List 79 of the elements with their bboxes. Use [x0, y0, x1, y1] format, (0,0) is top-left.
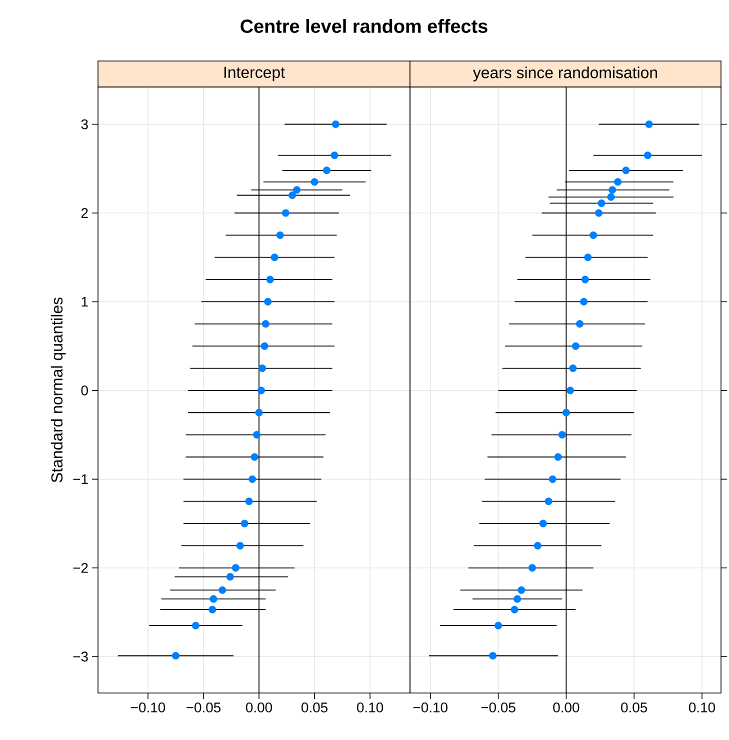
y-tick-label: −3 — [73, 652, 88, 662]
chart-subtitle: Intercept — [224, 66, 285, 82]
point — [554, 453, 562, 461]
point — [262, 320, 270, 328]
point — [292, 186, 301, 194]
point — [240, 520, 248, 528]
point — [210, 595, 218, 603]
point — [208, 606, 216, 614]
x-tick-label: 0.10 — [688, 702, 716, 712]
point — [264, 298, 272, 306]
point — [260, 342, 268, 350]
chart-subtitle: years since randomisation — [472, 66, 658, 82]
x-tick-label: −0.05 — [186, 702, 221, 712]
point — [236, 542, 244, 550]
point — [282, 209, 290, 217]
point — [232, 564, 240, 572]
y-tick-label: 2 — [81, 208, 88, 218]
point — [581, 276, 589, 284]
point — [266, 276, 274, 284]
point — [258, 364, 266, 372]
point — [489, 652, 497, 660]
point — [257, 386, 266, 394]
y-tick-label: −1 — [73, 474, 88, 484]
point — [539, 520, 547, 528]
point — [572, 342, 580, 350]
x-tick-label: 0.05 — [621, 702, 648, 712]
point — [544, 498, 552, 506]
point — [218, 586, 226, 594]
x-tick-label: 0.05 — [301, 702, 328, 712]
point — [513, 595, 522, 603]
point — [562, 408, 570, 416]
point — [644, 152, 652, 160]
point — [226, 572, 234, 581]
y-axis-title: Standard normal quantiles — [50, 298, 66, 482]
point — [252, 431, 261, 439]
point — [518, 586, 526, 594]
point — [590, 231, 598, 239]
point — [534, 542, 542, 550]
point — [310, 178, 318, 186]
y-tick-label: 0 — [81, 386, 88, 396]
point — [494, 622, 502, 630]
y-tick-label: 3 — [81, 119, 88, 130]
point — [322, 166, 331, 174]
point — [288, 191, 296, 200]
point — [558, 431, 566, 439]
point — [598, 199, 606, 208]
point — [608, 186, 616, 194]
point — [248, 475, 256, 483]
y-tick-label: −2 — [73, 563, 88, 573]
point — [614, 178, 622, 186]
point — [607, 193, 615, 201]
point — [622, 166, 630, 174]
point — [192, 622, 200, 630]
x-tick-label: −0.05 — [481, 702, 516, 712]
point — [250, 453, 258, 461]
chart-title: Centre level random effects — [240, 19, 488, 33]
y-tick-label: 1 — [82, 296, 88, 307]
x-tick-label: 0.00 — [553, 702, 580, 712]
point — [276, 231, 284, 239]
point — [245, 498, 253, 506]
point — [330, 152, 338, 160]
point — [580, 298, 588, 306]
point — [332, 120, 340, 128]
point — [528, 564, 536, 572]
point — [584, 254, 592, 262]
point — [270, 254, 278, 262]
x-tick-label: 0.00 — [246, 702, 272, 712]
point — [645, 120, 653, 128]
point — [255, 408, 263, 416]
point — [510, 606, 518, 614]
x-tick-label: −0.10 — [413, 702, 448, 712]
x-tick-label: −0.10 — [131, 702, 166, 712]
point — [548, 475, 556, 483]
point — [594, 209, 603, 217]
point — [172, 652, 180, 660]
point — [566, 386, 574, 394]
point — [576, 320, 584, 328]
point — [569, 364, 577, 372]
x-tick-label: 0.10 — [357, 702, 384, 712]
